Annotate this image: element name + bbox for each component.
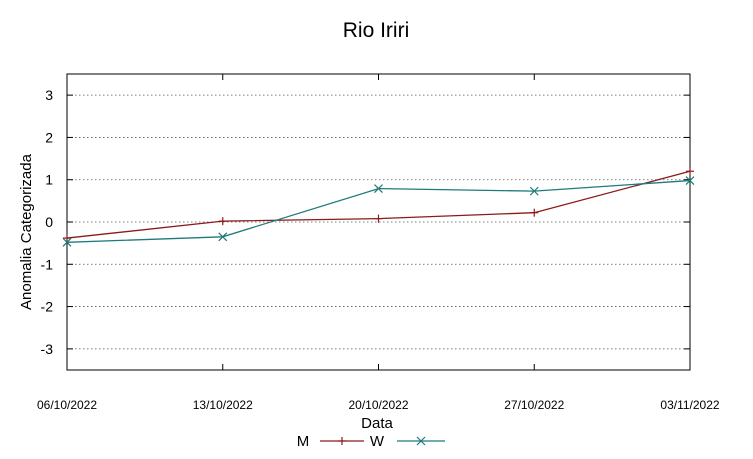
x-tick-label: 06/10/2022	[37, 398, 97, 412]
y-tick-label: -2	[41, 299, 54, 315]
x-tick-label: 20/10/2022	[348, 398, 408, 412]
data-point-m	[374, 214, 383, 223]
data-point-m	[686, 167, 694, 176]
legend-label-m: M	[297, 433, 310, 450]
data-point-m	[63, 234, 71, 243]
data-point-w	[374, 184, 383, 194]
series-line-m	[66, 170, 691, 239]
y-axis-ticks: 3 2 1 0 -1 -2 -3	[41, 87, 690, 357]
x-axis-label: Data	[361, 415, 393, 432]
legend-marker-w	[416, 436, 426, 446]
y-tick-label: 2	[45, 129, 53, 145]
y-tick-label: -3	[41, 341, 54, 357]
chart-title: Rio Iriri	[343, 19, 410, 42]
y-tick-label: 0	[45, 214, 53, 230]
y-axis-label: Anomalia Categorizada	[18, 153, 35, 310]
legend-marker-m	[338, 437, 346, 445]
data-point-w	[218, 232, 228, 242]
data-point-m	[218, 217, 227, 226]
series-line-w	[66, 179, 691, 243]
y-tick-label: 1	[45, 172, 53, 188]
data-point-w	[529, 186, 539, 196]
data-point-w	[62, 237, 72, 247]
legend-label-w: W	[370, 433, 385, 450]
x-axis-ticks: 06/10/2022 13/10/2022 20/10/2022 27/10/2022…	[37, 74, 720, 412]
x-tick-label: 03/11/2022	[660, 398, 719, 412]
x-tick-label: 27/10/2022	[504, 398, 564, 412]
y-tick-label: -1	[41, 256, 54, 272]
y-tick-label: 3	[45, 87, 53, 103]
data-point-w	[685, 176, 695, 185]
series-layer	[62, 167, 695, 247]
data-point-m	[530, 208, 539, 217]
x-tick-label: 13/10/2022	[193, 398, 253, 412]
